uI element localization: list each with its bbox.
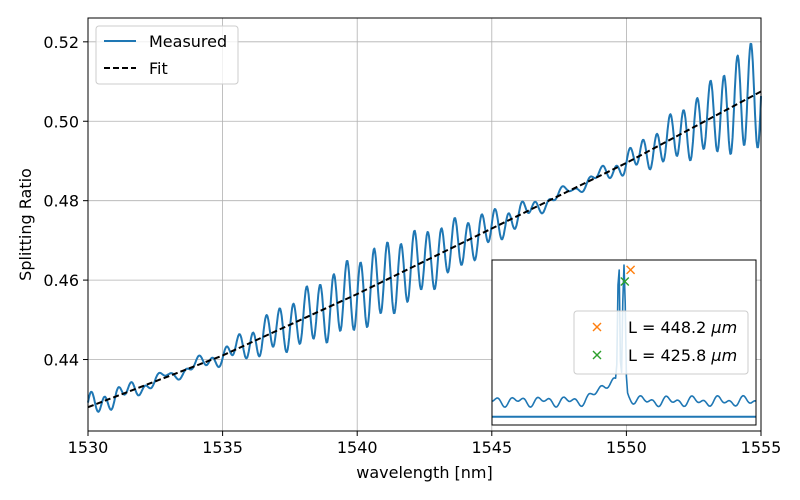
x-tick-label: 1555: [741, 438, 782, 457]
y-axis-label: Splitting Ratio: [16, 168, 35, 281]
legend: Measured Fit: [95, 25, 239, 85]
x-tick-label: 1540: [337, 438, 378, 457]
y-tick-label: 0.52: [43, 33, 79, 52]
x-tick-label: 1545: [471, 438, 512, 457]
y-tick-label: 0.50: [43, 112, 79, 131]
x-axis-ticks: 1530 1535 1540 1545 1550 1555: [68, 431, 782, 457]
measured-series-line: [87, 42, 762, 413]
inset-marker-2: [620, 276, 630, 286]
x-tick-label: 1550: [606, 438, 647, 457]
legend-fit-label: Fit: [149, 59, 168, 78]
inset-legend-label-2: L = 425.8 μm: [628, 346, 737, 365]
plot-frame: [87, 17, 762, 432]
inset-markers: [620, 265, 636, 286]
inset-frame: [491, 259, 757, 426]
x-tick-label: 1535: [202, 438, 243, 457]
inset-legend-box: [573, 310, 749, 375]
inset-legend-marker-orange: [592, 322, 602, 332]
inset-legend-label-1: L = 448.2 μm: [628, 318, 737, 337]
inset-legend: L = 448.2 μm L = 425.8 μm: [573, 310, 749, 375]
fit-series-line: [87, 90, 762, 409]
y-tick-label: 0.46: [43, 271, 79, 290]
inset-plot: L = 448.2 μm L = 425.8 μm: [491, 259, 757, 426]
x-axis-label: wavelength [nm]: [356, 463, 493, 482]
inset-marker-1: [626, 265, 636, 275]
legend-measured-label: Measured: [149, 32, 227, 51]
y-tick-label: 0.44: [43, 351, 79, 370]
x-tick-label: 1530: [68, 438, 109, 457]
y-tick-label: 0.48: [43, 192, 79, 211]
inset-series-line: [491, 264, 757, 408]
inset-legend-marker-green: [592, 350, 602, 360]
y-axis-ticks: 0.44 0.46 0.48 0.50 0.52: [43, 33, 88, 370]
